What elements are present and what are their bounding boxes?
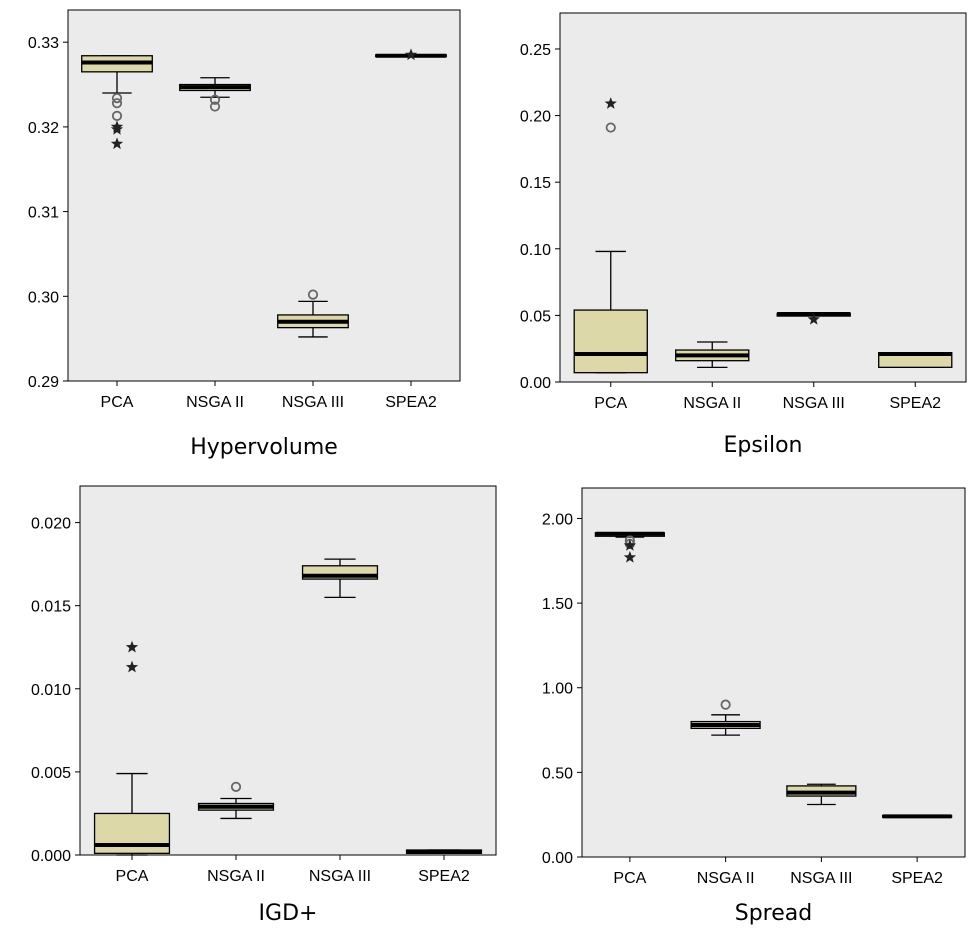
x-tick-label: SPEA2 [889,395,941,412]
chart-hypervolume: 0.29 0.30 0.31 0.32 0.33 PCA NSGA II NSGA III SP… [28,9,461,460]
box-group [197,781,275,820]
y-tick-label: 0.10 [520,242,551,259]
y-tick-label: 0.015 [31,599,71,616]
x-tick-label: NSGA III [783,395,845,412]
extreme-point [623,550,637,563]
y-tick-label: 0.000 [31,848,71,865]
extreme-point [404,48,418,61]
plot-area [581,487,966,858]
x-tick-label: NSGA III [790,870,852,887]
box-group [594,531,665,563]
chart-panel-spread: 0.00 0.50 1.00 1.50 2.00 PCA NSGA II NSGA III SP… [510,465,973,929]
extreme-point [110,137,124,150]
extreme-point [623,539,637,551]
box-group [375,48,447,61]
chart-epsilon: 0.00 0.05 0.10 0.15 0.20 0.25 PCA NSGA II NSGA I… [520,12,967,458]
y-tick-label: 0.32 [28,120,59,137]
box-group [179,77,251,112]
outlier-point [230,781,242,792]
box-group [301,558,379,599]
y-tick-label: 0.29 [28,374,59,391]
chart-title: Epsilon [724,433,803,458]
chart-title: Spread [735,901,812,926]
box-group [573,97,648,374]
outlier-point [111,98,123,109]
y-tick-label: 0.50 [542,765,573,782]
x-tick-label: PCA [613,870,646,887]
outlier-point [111,110,123,121]
extreme-point [110,122,124,135]
box-group [405,849,483,854]
box-group [690,699,761,736]
outlier-point [605,122,616,133]
y-tick-label: 0.25 [520,42,551,59]
extreme-point [125,660,139,673]
outlier-point [209,94,221,105]
box-group [786,783,857,806]
x-tick-label: SPEA2 [385,394,437,411]
chart-panel-hypervolume: 0.29 0.30 0.31 0.32 0.33 PCA NSGA II NSGA III SP… [0,0,480,465]
x-tick-label: PCA [116,868,149,885]
extreme-point [604,97,617,109]
box-group [776,312,851,325]
y-tick-label: 0.15 [520,175,551,192]
outlier-point [209,101,221,112]
outlier-point [720,699,731,710]
extreme-point [807,312,820,325]
y-tick-label: 0.05 [520,308,551,325]
y-tick-label: 2.00 [542,511,573,528]
outlier-point [111,92,123,104]
box-group [675,341,750,368]
y-tick-label: 0.33 [28,35,59,52]
x-tick-label: NSGA III [282,394,344,411]
box-group [878,352,953,368]
box [573,309,648,374]
box-group [882,814,953,819]
x-tick-label: SPEA2 [891,870,943,887]
box [93,812,171,854]
y-tick-label: 0.20 [520,109,551,126]
chart-title: Hypervolume [190,435,338,460]
chart-panel-epsilon: 0.00 0.05 0.10 0.15 0.20 0.25 PCA NSGA II NSGA I… [480,0,973,465]
x-tick-label: PCA [101,394,134,411]
y-tick-label: 0.00 [520,375,551,392]
x-tick-label: NSGA II [207,868,265,885]
y-tick-label: 0.020 [31,516,71,533]
y-tick-label: 0.30 [28,289,59,306]
chart-panel-igd-plus: 0.000 0.005 0.010 0.015 0.020 PCA NSGA II NSGA … [0,465,510,929]
chart-igd-plus: 0.000 0.005 0.010 0.015 0.020 PCA NSGA II NSGA … [31,485,497,926]
x-tick-label: NSGA II [697,870,755,887]
outlier-point [307,289,319,300]
x-tick-label: NSGA III [309,868,371,885]
plot-area [79,485,497,856]
box-group [277,289,349,338]
y-tick-label: 1.00 [542,681,573,698]
x-tick-label: PCA [594,395,627,412]
extreme-point [125,640,139,653]
x-tick-label: NSGA II [186,394,244,411]
x-tick-label: SPEA2 [418,868,470,885]
y-tick-label: 0.00 [542,850,573,867]
box-group [93,640,171,856]
y-tick-label: 1.50 [542,596,573,613]
y-tick-label: 0.005 [31,765,71,782]
box-group [81,55,153,150]
y-tick-label: 0.010 [31,682,71,699]
chart-title: IGD+ [259,901,318,926]
y-tick-label: 0.31 [28,205,59,222]
x-tick-label: NSGA II [683,395,741,412]
chart-spread: 0.00 0.50 1.00 1.50 2.00 PCA NSGA II NSGA III SP… [542,487,966,926]
